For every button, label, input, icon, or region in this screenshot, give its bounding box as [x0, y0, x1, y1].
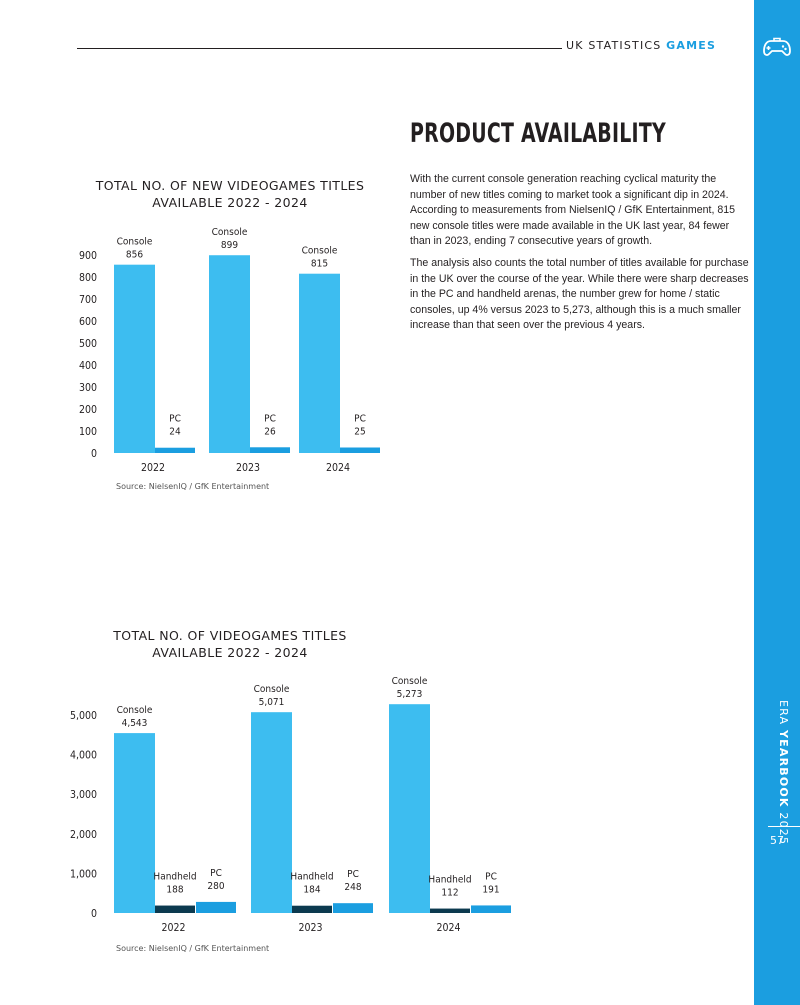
chart1-bar-pc-2022: [155, 447, 195, 453]
chart1-bar-name-label: PC: [264, 413, 276, 424]
chart2-category-label-2022: 2022: [161, 922, 185, 934]
chart1-bar-value-label: 25: [354, 427, 365, 438]
page-number: 57: [770, 834, 784, 847]
chart2-bar-handheld-2023: [292, 905, 332, 913]
paragraph-2: The analysis also counts the total numbe…: [410, 256, 749, 332]
chart1-bar-value-label: 899: [221, 240, 238, 251]
chart2-title-line-2: AVAILABLE 2022 - 2024: [152, 645, 308, 660]
chart1-title: TOTAL NO. OF NEW VIDEOGAMES TITLES AVAIL…: [80, 177, 380, 211]
chart2-plot: 0 1,000 2,000 3,000 4,000 5,000 Console 4,543 Ha…: [70, 676, 511, 934]
chart1-category-label-2022: 2022: [141, 462, 165, 474]
chart1-bar-name-label: Console: [117, 237, 153, 248]
chart1-bar-pc-2023: [250, 447, 290, 453]
chart1-bar-name-label: Console: [212, 227, 248, 238]
chart2-bar-name-label: Console: [254, 684, 290, 695]
chart1-ytick-label: 0: [91, 448, 97, 460]
chart2-bar-value-label: 248: [344, 882, 361, 893]
chart1-bar-name-label: Console: [302, 246, 338, 257]
chart1-ytick-label: 900: [79, 250, 97, 262]
chart1-bar-value-label: 856: [126, 250, 143, 261]
chart1-ytick-label: 800: [79, 272, 97, 284]
chart2-ytick-label: 4,000: [70, 750, 97, 762]
chart1-ytick-label: 100: [79, 426, 97, 438]
section-label: UK STATISTICS: [566, 39, 662, 52]
chart2-bar-name-label: Handheld: [428, 875, 471, 886]
chart1-bar-console-2023: [209, 255, 250, 453]
sidebar-rule: [768, 826, 800, 827]
chart1-plot: 0 100 200 300 400 500 600 700 800 900 Console 856 PC…: [79, 227, 380, 474]
chart2-bar-console-2024: [389, 704, 430, 913]
chart2-bar-pc-2023: [333, 903, 373, 913]
chart2-bar-value-label: 112: [441, 888, 458, 899]
chart2-bar-name-label: Console: [117, 705, 153, 716]
chart1-category-label-2023: 2023: [236, 462, 260, 474]
chart1-ytick-label: 300: [79, 382, 97, 394]
yearbook-label: ERA YEARBOOK 2025: [764, 700, 790, 845]
chart2-bar-pc-2024: [471, 905, 511, 913]
chart1-bar-value-label: 26: [264, 426, 276, 437]
chart1-ytick-label: 700: [79, 294, 97, 306]
chart2-bar-pc-2022: [196, 901, 236, 913]
chart2-ytick-label: 2,000: [70, 829, 97, 841]
paragraph-1: With the current console generation reac…: [410, 173, 736, 248]
chart1-title-line-1: TOTAL NO. OF NEW VIDEOGAMES TITLES: [95, 178, 365, 193]
chart1-source: Source: NielsenIQ / GfK Entertainment: [116, 482, 270, 491]
chart2-bar-name-label: PC: [485, 871, 497, 882]
chart1-bar-console-2024: [299, 273, 340, 453]
chart2-bar-console-2022: [114, 733, 155, 913]
era-text: ERA: [777, 700, 790, 726]
chart1-bar-pc-2024: [340, 447, 380, 453]
chart1-bar-name-label: PC: [169, 414, 181, 425]
chart2-bar-name-label: Handheld: [290, 872, 333, 883]
gamepad-icon: [763, 37, 791, 56]
chart1-ytick-label: 600: [79, 316, 97, 328]
article-body: With the current console generation reac…: [410, 172, 750, 340]
chart1-bar-name-label: PC: [354, 414, 366, 425]
sidebar: ERA YEARBOOK 2025 57: [754, 0, 800, 1005]
chart2-ytick-label: 0: [91, 908, 97, 920]
chart1-title-line-2: AVAILABLE 2022 - 2024: [152, 195, 308, 210]
chart1-ytick-label: 500: [79, 338, 97, 350]
chart2-bar-value-label: 184: [303, 885, 320, 896]
chart1-category-label-2024: 2024: [326, 462, 350, 474]
chart2-category-label-2024: 2024: [436, 922, 460, 934]
chart2-bar-name-label: PC: [347, 869, 359, 880]
header-rule: [77, 48, 562, 49]
article-title: PRODUCT AVAILABILITY: [410, 118, 666, 149]
yearbook-text: YEARBOOK: [777, 729, 790, 808]
chart2-bar-value-label: 280: [207, 881, 224, 892]
chart2-bar-name-label: Handheld: [153, 872, 196, 883]
chart2-bar-handheld-2022: [155, 905, 195, 913]
chart1-ytick-label: 200: [79, 404, 97, 416]
section-highlight: GAMES: [666, 39, 717, 52]
chart1-bar-console-2022: [114, 264, 155, 453]
chart2-bar-name-label: Console: [392, 676, 428, 687]
chart1-bar-value-label: 24: [169, 427, 181, 438]
chart2-ytick-label: 1,000: [70, 868, 97, 880]
section-header: UK STATISTICS GAMES: [566, 39, 716, 52]
chart2-ytick-label: 3,000: [70, 789, 97, 801]
chart2-bar-value-label: 188: [166, 885, 183, 896]
chart2-bar-value-label: 191: [482, 884, 499, 895]
chart2-category-label-2023: 2023: [298, 922, 322, 934]
chart2-bar-handheld-2024: [430, 908, 470, 913]
chart2-bar-value-label: 4,543: [122, 718, 148, 729]
chart2-title-line-1: TOTAL NO. OF VIDEOGAMES TITLES: [113, 628, 347, 643]
chart2-bar-value-label: 5,071: [259, 697, 285, 708]
chart2-bar-value-label: 5,273: [397, 689, 423, 700]
chart2-ytick-label: 5,000: [70, 710, 97, 722]
chart1-ytick-label: 400: [79, 360, 97, 372]
chart1-bar-value-label: 815: [311, 259, 328, 270]
chart2-title: TOTAL NO. OF VIDEOGAMES TITLES AVAILABLE…: [80, 627, 380, 661]
chart2-source: Source: NielsenIQ / GfK Entertainment: [116, 944, 270, 953]
chart2-bar-name-label: PC: [210, 868, 222, 879]
chart2-bar-console-2023: [251, 712, 292, 913]
year-text: 2025: [777, 812, 790, 846]
